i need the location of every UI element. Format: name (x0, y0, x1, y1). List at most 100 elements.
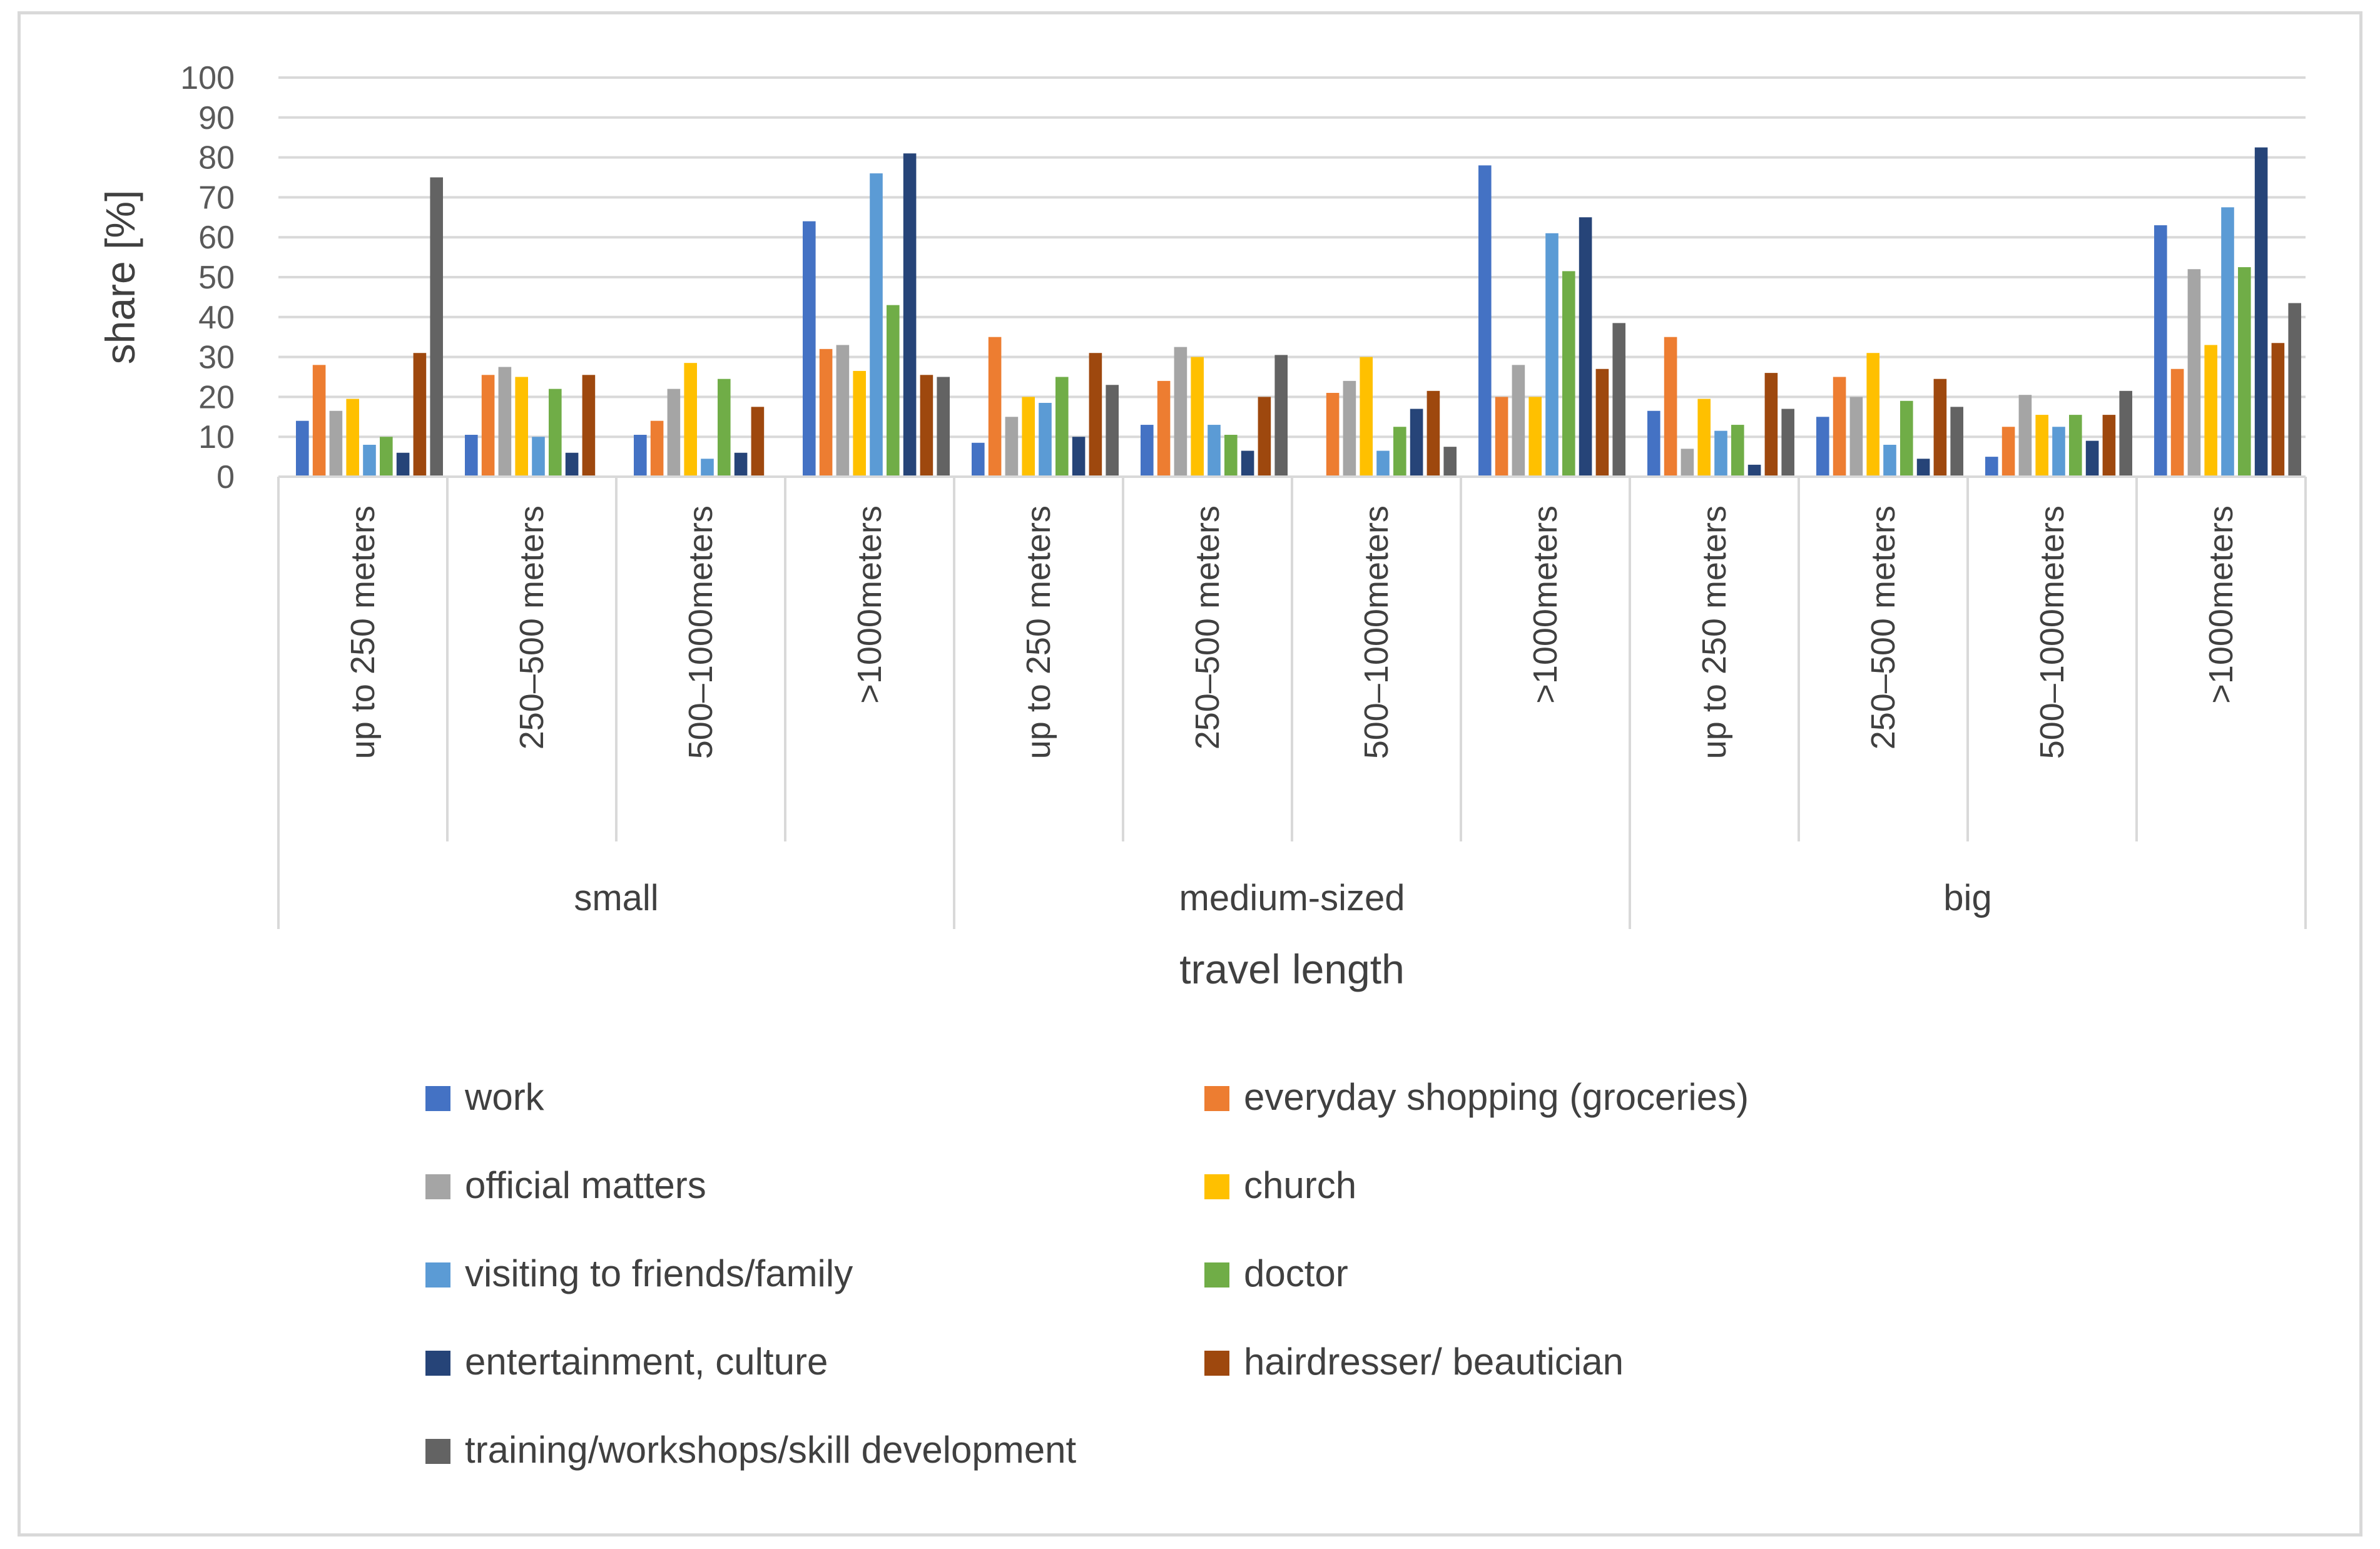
bar (1274, 355, 1288, 477)
bar (870, 173, 883, 477)
y-tick-label: 100 (180, 60, 235, 96)
legend-label: work (464, 1076, 545, 1118)
bar (734, 452, 748, 477)
bar (413, 353, 427, 477)
legend-swatch (425, 1262, 450, 1287)
bar (887, 305, 900, 477)
bar (2238, 267, 2251, 477)
bar (2035, 415, 2048, 477)
bar (751, 407, 765, 477)
bar (634, 435, 647, 477)
bar (582, 375, 596, 477)
bar (1916, 459, 1930, 477)
bar (920, 375, 933, 477)
bar (1883, 444, 1896, 477)
bar (1562, 271, 1575, 477)
bar (2018, 395, 2032, 477)
bar (296, 420, 309, 477)
chart-frame (18, 11, 2362, 1536)
bar (2154, 225, 2167, 477)
bar (803, 221, 816, 477)
bar (1714, 430, 1727, 477)
bar (1579, 217, 1592, 477)
x-tick-label: up to 250 meters (1696, 505, 1733, 759)
bar (684, 363, 697, 477)
bar (1816, 417, 1829, 477)
bar (1781, 409, 1794, 477)
bar (1612, 323, 1625, 477)
legend-swatch (1204, 1174, 1229, 1199)
bar (1072, 437, 1086, 477)
x-tick-label: >1000meters (851, 505, 888, 704)
bar (2254, 147, 2268, 477)
y-tick-label: 20 (198, 379, 235, 415)
x-group-label: small (574, 878, 658, 918)
legend-swatch (425, 1086, 450, 1111)
legend-swatch (1204, 1351, 1229, 1376)
bar (1478, 165, 1492, 477)
bar (380, 437, 393, 477)
bar (1664, 337, 1677, 477)
bar (1089, 353, 1102, 477)
bar (853, 370, 866, 477)
bar (1258, 397, 1271, 477)
bar (1174, 347, 1187, 477)
bar (1022, 397, 1035, 477)
y-tick-label: 30 (198, 340, 235, 376)
legend-swatch (1204, 1262, 1229, 1287)
bar (1343, 380, 1356, 477)
bar (1849, 397, 1863, 477)
bar (515, 377, 528, 477)
bar (1326, 393, 1340, 477)
bar (1393, 427, 1406, 477)
x-group-label: medium-sized (1179, 878, 1405, 918)
legend-label: doctor (1244, 1252, 1348, 1294)
x-group-label: big (1943, 878, 1991, 918)
bar (1141, 425, 1154, 477)
bar (346, 399, 359, 477)
y-axis-title: share [%] (97, 190, 143, 365)
bar (430, 177, 443, 477)
bar (363, 444, 376, 477)
bar (1764, 373, 1778, 477)
bar (2221, 207, 2234, 477)
legend-label: hairdresser/ beautician (1244, 1341, 1624, 1383)
bar (549, 389, 562, 477)
bar (1005, 417, 1019, 477)
bar (1545, 233, 1559, 477)
x-tick-label: up to 250 meters (344, 505, 382, 759)
bar (312, 365, 326, 477)
legend-swatch (425, 1351, 450, 1376)
bar (498, 367, 512, 477)
bar (903, 153, 917, 477)
bar (1224, 435, 1238, 477)
x-tick-label: 250–500 meters (1189, 505, 1226, 749)
y-tick-label: 50 (198, 260, 235, 296)
bar (1528, 397, 1542, 477)
legend-label: official matters (465, 1164, 706, 1206)
bar (2001, 427, 2015, 477)
legend-label: entertainment, culture (465, 1341, 828, 1383)
bar (1647, 410, 1660, 477)
bar (2170, 368, 2184, 477)
bar (1191, 357, 1204, 477)
bar (481, 375, 495, 477)
bar (1697, 399, 1711, 477)
bar (988, 337, 1002, 477)
bar (2085, 440, 2099, 477)
bar (650, 420, 664, 477)
legend-swatch (1204, 1086, 1229, 1111)
legend-label: training/workshops/skill development (465, 1429, 1076, 1471)
bar (1950, 407, 1963, 477)
bar (1731, 425, 1744, 477)
bar (2069, 415, 2082, 477)
x-tick-label: up to 250 meters (1020, 505, 1057, 759)
bar (1681, 449, 1694, 477)
bar (1410, 409, 1423, 477)
bar (1595, 368, 1609, 477)
bar (2187, 269, 2201, 477)
bar (972, 442, 985, 477)
bar (1985, 457, 1998, 477)
bar (1495, 397, 1508, 477)
